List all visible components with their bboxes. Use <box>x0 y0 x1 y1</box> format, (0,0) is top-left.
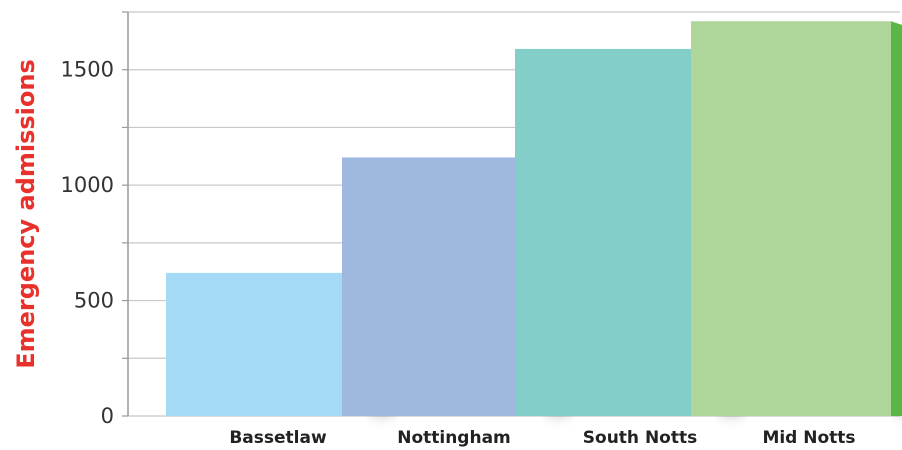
bars <box>166 21 902 417</box>
x-category-label: South Notts <box>583 428 697 448</box>
y-axis-ticks: 0 500 1000 1500 <box>61 11 128 428</box>
y-tick-label: 0 <box>101 404 114 428</box>
x-category-label: Mid Notts <box>762 428 855 448</box>
y-tick-label: 1000 <box>61 173 114 197</box>
y-tick-label: 1500 <box>61 58 114 82</box>
x-category-label: Bassetlaw <box>229 428 327 448</box>
bar-front <box>342 157 542 416</box>
bar-front <box>166 272 366 416</box>
y-tick-label: 500 <box>74 289 114 313</box>
bar <box>691 21 902 417</box>
x-category-label: Nottingham <box>397 428 511 448</box>
bar-front <box>515 48 715 417</box>
x-axis-category-labels: Bassetlaw Nottingham South Notts Mid Notts <box>229 428 855 448</box>
y-axis-label: Emergency admissions <box>12 59 40 369</box>
bar-side <box>891 21 902 416</box>
bar-front <box>691 21 891 417</box>
